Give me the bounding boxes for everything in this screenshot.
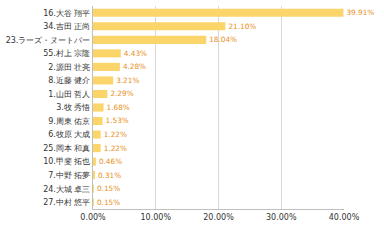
svg-text:10.00%: 10.00% [140, 213, 171, 222]
svg-text:8.近藤 健介: 8.近藤 健介 [48, 76, 90, 85]
svg-text:1.22%: 1.22% [104, 144, 127, 153]
svg-text:2.29%: 2.29% [110, 89, 133, 98]
svg-text:16.大谷 翔平: 16.大谷 翔平 [43, 9, 90, 18]
svg-text:30.00%: 30.00% [266, 213, 297, 222]
svg-text:0.15%: 0.15% [97, 198, 120, 207]
svg-text:1.53%: 1.53% [106, 116, 129, 125]
svg-text:0.00%: 0.00% [80, 213, 106, 222]
svg-text:0.31%: 0.31% [98, 171, 121, 180]
svg-text:23.ラーズ・ヌートバー: 23.ラーズ・ヌートバー [6, 36, 91, 45]
svg-text:39.91%: 39.91% [346, 8, 374, 17]
svg-text:3.牧 秀悟: 3.牧 秀悟 [56, 103, 90, 112]
svg-text:25.岡本 和真: 25.岡本 和真 [43, 144, 90, 153]
svg-text:4.28%: 4.28% [123, 62, 146, 71]
svg-text:24.大城 卓三: 24.大城 卓三 [43, 185, 90, 194]
svg-text:27.中村 悠平: 27.中村 悠平 [43, 198, 90, 207]
svg-text:6.牧原 大成: 6.牧原 大成 [48, 130, 90, 139]
svg-text:20.00%: 20.00% [203, 213, 234, 222]
svg-text:0.15%: 0.15% [97, 184, 120, 193]
svg-text:21.10%: 21.10% [228, 22, 256, 31]
svg-text:3.21%: 3.21% [116, 76, 139, 85]
svg-text:55.村上 宗隆: 55.村上 宗隆 [43, 49, 90, 58]
svg-text:4.43%: 4.43% [124, 49, 147, 58]
svg-text:18.04%: 18.04% [209, 35, 237, 44]
svg-text:1.22%: 1.22% [104, 130, 127, 139]
svg-text:1.山田 哲人: 1.山田 哲人 [48, 90, 90, 99]
svg-text:10.甲斐 拓也: 10.甲斐 拓也 [43, 157, 90, 166]
svg-text:7.中野 拓夢: 7.中野 拓夢 [48, 171, 90, 180]
svg-text:1.68%: 1.68% [107, 103, 130, 112]
svg-text:34.吉田 正尚: 34.吉田 正尚 [43, 22, 90, 31]
svg-text:2.源田 壮亮: 2.源田 壮亮 [48, 63, 90, 72]
svg-text:0.46%: 0.46% [99, 157, 122, 166]
svg-text:40.00%: 40.00% [329, 213, 360, 222]
svg-text:9.周東 佑京: 9.周東 佑京 [48, 117, 90, 126]
